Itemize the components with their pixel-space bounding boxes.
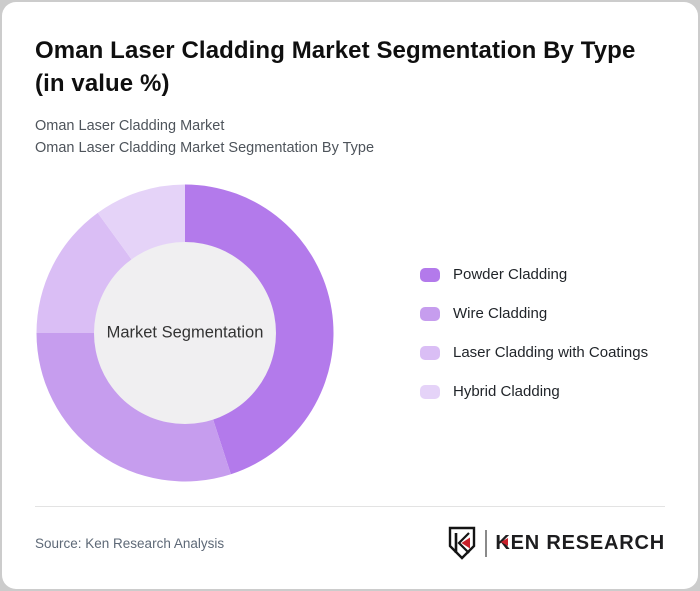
- donut-slice-powder-cladding: [185, 184, 334, 475]
- chart-subtitle: Oman Laser Cladding Market Oman Laser Cl…: [35, 115, 665, 159]
- chart-area: Market Segmentation Powder Cladding Wire …: [35, 183, 665, 483]
- donut-chart: Market Segmentation: [35, 183, 335, 483]
- legend-swatch: [420, 345, 440, 360]
- legend-label: Powder Cladding: [453, 266, 568, 283]
- legend-swatch: [420, 267, 440, 282]
- legend-label: Laser Cladding with Coatings: [453, 344, 649, 361]
- legend-item-wire-cladding: Wire Cladding: [420, 306, 648, 321]
- logo-k-accent-triangle: [501, 537, 509, 546]
- footer: Source: Ken Research Analysis KEN RESEAR…: [35, 524, 665, 562]
- legend-swatch: [420, 384, 440, 399]
- subtitle-line-1: Oman Laser Cladding Market: [35, 118, 225, 134]
- logo-divider: [485, 529, 488, 557]
- donut-center-label: Market Segmentation: [106, 323, 264, 342]
- legend-label: Hybrid Cladding: [453, 383, 560, 400]
- logo-text-wrap: KEN RESEARCH: [495, 532, 665, 555]
- legend-item-powder-cladding: Powder Cladding: [420, 267, 648, 282]
- donut-slice-hybrid-cladding: [97, 184, 185, 261]
- ken-research-shield-icon: [449, 526, 476, 560]
- chart-legend: Powder Cladding Wire Cladding Laser Claddi…: [420, 267, 648, 399]
- subtitle-line-2: Oman Laser Cladding Market Segmentation …: [35, 140, 375, 156]
- legend-item-laser-cladding-with-coatings: Laser Cladding with Coatings: [420, 345, 648, 360]
- source-note: Source: Ken Research Analysis: [35, 535, 225, 551]
- legend-swatch: [420, 306, 440, 321]
- ken-research-logo: KEN RESEARCH: [447, 526, 665, 560]
- page-title: Oman Laser Cladding Market Segmentation …: [35, 37, 636, 97]
- donut-slice-laser-cladding-with-coatings: [36, 212, 133, 333]
- donut-inner-circle: [94, 242, 276, 424]
- logo-text: KEN RESEARCH: [495, 531, 665, 554]
- donut-svg: [36, 184, 334, 482]
- legend-item-hybrid-cladding: Hybrid Cladding: [420, 384, 648, 399]
- legend-label: Wire Cladding: [453, 305, 548, 322]
- footer-divider: [35, 506, 665, 507]
